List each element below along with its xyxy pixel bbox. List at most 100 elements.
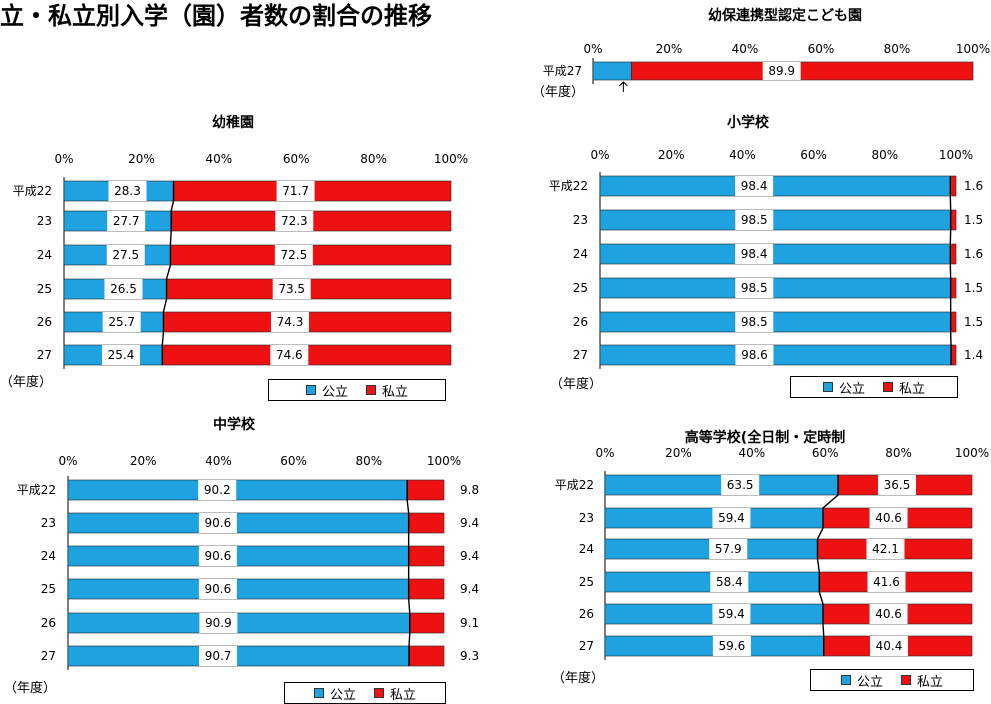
value-label-public: 98.5 xyxy=(741,315,768,329)
x-tick-label: 20% xyxy=(656,42,683,56)
bar-public xyxy=(67,512,409,534)
label-box-public xyxy=(102,345,141,365)
unit-label: （年度） xyxy=(532,85,585,98)
chart-chuugakkou: 中学校 0% 20% 40% 60% 80% 100% 平成22 90.2 9.8 23 90.6 9.… xyxy=(0,405,500,704)
category-label: 27 xyxy=(37,348,52,362)
category-label: 25 xyxy=(41,582,56,596)
label-box-public xyxy=(735,176,774,196)
value-label-public: 27.5 xyxy=(112,248,139,262)
value-label-public: 98.6 xyxy=(741,348,768,362)
legend-label-private: 私立 xyxy=(382,384,409,400)
chart-title: 幼保連携型認定こども園 xyxy=(708,7,862,24)
legend-item-private: 私立 xyxy=(883,378,925,397)
bar-public xyxy=(67,612,411,634)
x-tick-label: 0% xyxy=(595,446,614,460)
x-tick-label: 0% xyxy=(583,42,602,56)
x-tick-label: 40% xyxy=(729,148,756,162)
label-box-private xyxy=(869,508,908,528)
legend-swatch-public xyxy=(840,675,851,685)
category-label: 平成22 xyxy=(549,179,588,193)
label-box-public xyxy=(102,312,141,332)
x-tick-label: 80% xyxy=(871,148,898,162)
label-box-public xyxy=(712,508,751,528)
value-label-private: 9.1 xyxy=(460,616,479,630)
boundary-line xyxy=(161,181,175,365)
legend-item-private: 私立 xyxy=(366,381,408,400)
bar-public xyxy=(67,645,410,667)
label-box-private xyxy=(762,62,801,80)
category-label: 26 xyxy=(37,315,52,329)
label-box-public xyxy=(106,245,145,265)
label-box-private xyxy=(270,312,309,332)
x-tick-label: 40% xyxy=(205,152,232,166)
x-tick-label: 40% xyxy=(738,446,765,460)
chart-koutougakkou-svg: 高等学校(全日制・定時制 0% 20% 40% 60% 80% 100% 平成22 63.5 36… xyxy=(555,429,989,660)
legend-label-private: 私立 xyxy=(917,674,944,690)
x-tick-label: 20% xyxy=(665,446,692,460)
category-label: 23 xyxy=(579,511,594,525)
bar-private xyxy=(408,512,445,534)
value-label-private: 9.4 xyxy=(460,549,479,563)
category-label: 24 xyxy=(37,248,52,262)
arrow-icon xyxy=(619,81,628,92)
x-tick-label: 80% xyxy=(884,42,911,56)
legend-item-private: 私立 xyxy=(901,671,943,690)
x-tick-label: 100% xyxy=(939,148,973,162)
unit-label: （年度） xyxy=(550,377,603,392)
value-label-public: 25.4 xyxy=(108,348,135,362)
legend-item-public: 公立 xyxy=(822,378,865,397)
label-box-private xyxy=(275,211,314,231)
value-label-public: 90.6 xyxy=(205,516,232,530)
x-tick-label: 100% xyxy=(956,42,990,56)
label-box-public xyxy=(735,345,774,365)
legend-item-public: 公立 xyxy=(313,684,356,703)
legend-swatch-private xyxy=(883,382,893,392)
x-tick-label: 60% xyxy=(800,148,827,162)
label-box-public xyxy=(104,279,143,299)
category-label: 平成27 xyxy=(543,64,582,78)
legend-swatch-public xyxy=(313,688,324,698)
bar-private xyxy=(950,311,957,333)
category-label: 24 xyxy=(579,542,594,556)
value-label-public: 90.7 xyxy=(205,649,232,663)
label-box-private xyxy=(270,345,309,365)
value-label-private: 1.5 xyxy=(964,315,983,329)
value-label-private: 1.6 xyxy=(964,179,983,193)
value-label-private: 9.4 xyxy=(460,582,479,596)
value-label-private: 40.6 xyxy=(875,607,902,621)
legend-item-public: 公立 xyxy=(840,671,883,690)
category-label: 26 xyxy=(41,616,56,630)
chart-kodomoen-svg: 幼保連携型認定こども園 0% 20% 40% 60% 80% 100% 平成27 89.9 xyxy=(543,7,990,92)
bar-public xyxy=(67,578,409,600)
legend-item-public: 公立 xyxy=(305,381,348,400)
x-tick-label: 0% xyxy=(590,148,609,162)
bar-private xyxy=(408,545,445,567)
value-label-private: 9.4 xyxy=(460,516,479,530)
value-label-public: 98.5 xyxy=(741,213,768,227)
legend-item-private: 私立 xyxy=(374,684,416,703)
x-tick-label: 80% xyxy=(360,152,387,166)
category-label: 平成22 xyxy=(17,483,56,497)
label-box-public xyxy=(198,546,237,566)
value-label-private: 9.8 xyxy=(460,483,479,497)
value-label-private: 1.5 xyxy=(964,213,983,227)
bar-public xyxy=(599,311,951,333)
label-box-public xyxy=(199,646,238,666)
bar-public xyxy=(599,344,952,366)
bar-public xyxy=(67,479,408,501)
chart-chuugakkou-svg: 中学校 0% 20% 40% 60% 80% 100% 平成22 90.2 9.8 23 90.6 9.… xyxy=(17,416,479,670)
value-label-private: 1.5 xyxy=(964,281,983,295)
value-label-private: 71.7 xyxy=(282,184,309,198)
x-tick-label: 60% xyxy=(812,446,839,460)
bar-public xyxy=(67,545,409,567)
label-box-public xyxy=(108,181,147,201)
category-label: 平成22 xyxy=(13,184,52,198)
legend-swatch-public xyxy=(305,385,316,395)
category-label: 23 xyxy=(37,214,52,228)
value-label-public: 59.6 xyxy=(719,639,746,653)
value-label-public: 98.5 xyxy=(741,281,768,295)
legend: 公立 私立 xyxy=(790,376,958,398)
x-tick-label: 40% xyxy=(205,454,232,468)
legend-swatch-private xyxy=(374,688,384,698)
bar-private xyxy=(950,344,957,366)
